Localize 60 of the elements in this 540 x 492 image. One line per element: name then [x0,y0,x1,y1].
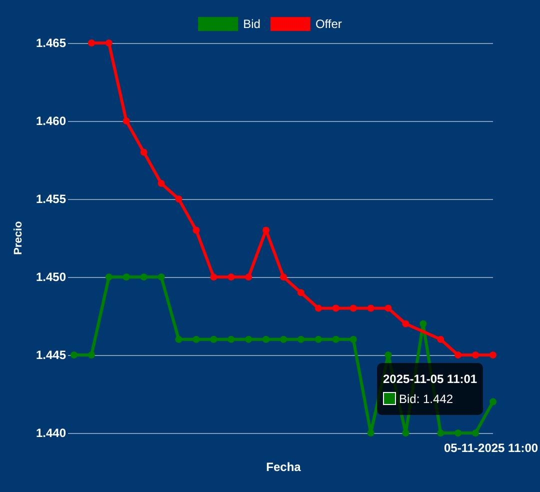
point [158,180,165,187]
point [88,352,95,358]
point [140,274,148,280]
point [140,148,148,156]
point [210,336,218,343]
point [192,226,200,234]
point [280,274,287,280]
point [245,274,252,280]
point [210,274,218,280]
point [175,336,182,343]
point [332,336,340,343]
point [437,430,444,436]
x-axis-title: Fecha [266,460,302,474]
point [262,336,270,343]
point [175,196,182,202]
point [490,352,496,358]
y-tick-label: 1.445 [36,348,66,362]
point [454,430,462,436]
point [420,320,427,328]
point [105,274,112,280]
point [350,336,357,343]
point [402,320,410,328]
point [262,226,270,234]
text: 05-11-2025 11:00 [444,441,538,455]
point [314,304,322,312]
point [122,274,130,280]
point [105,40,112,46]
legend-label: Offer [315,17,342,31]
point [384,352,392,358]
point [158,274,165,280]
y-tick-label: 1.460 [36,114,66,128]
point [245,336,252,343]
point [490,398,496,406]
point [280,336,287,343]
point [228,274,235,280]
y-tick-label: 1.465 [36,36,66,50]
point [297,336,304,343]
y-axis-title: Precio [12,220,24,255]
point [367,430,374,436]
y-tick-label: 1.440 [36,426,66,440]
point [88,40,95,46]
legend-label: Bid [243,17,260,31]
point [472,430,480,436]
point [402,430,410,436]
point [332,304,340,312]
point [437,336,444,343]
y-tick-label: 1.455 [36,192,66,206]
point [70,352,78,358]
point [350,304,357,312]
point [367,304,374,312]
point [297,289,304,296]
point [228,336,235,343]
annotation: 2025-11-05 11:01 Bid: 1.442 [383,370,478,408]
y-tick-label: 1.450 [36,270,66,284]
point [384,304,392,312]
point [122,118,130,124]
point [192,336,200,343]
point [454,352,462,358]
point [472,352,480,358]
point [314,336,322,343]
